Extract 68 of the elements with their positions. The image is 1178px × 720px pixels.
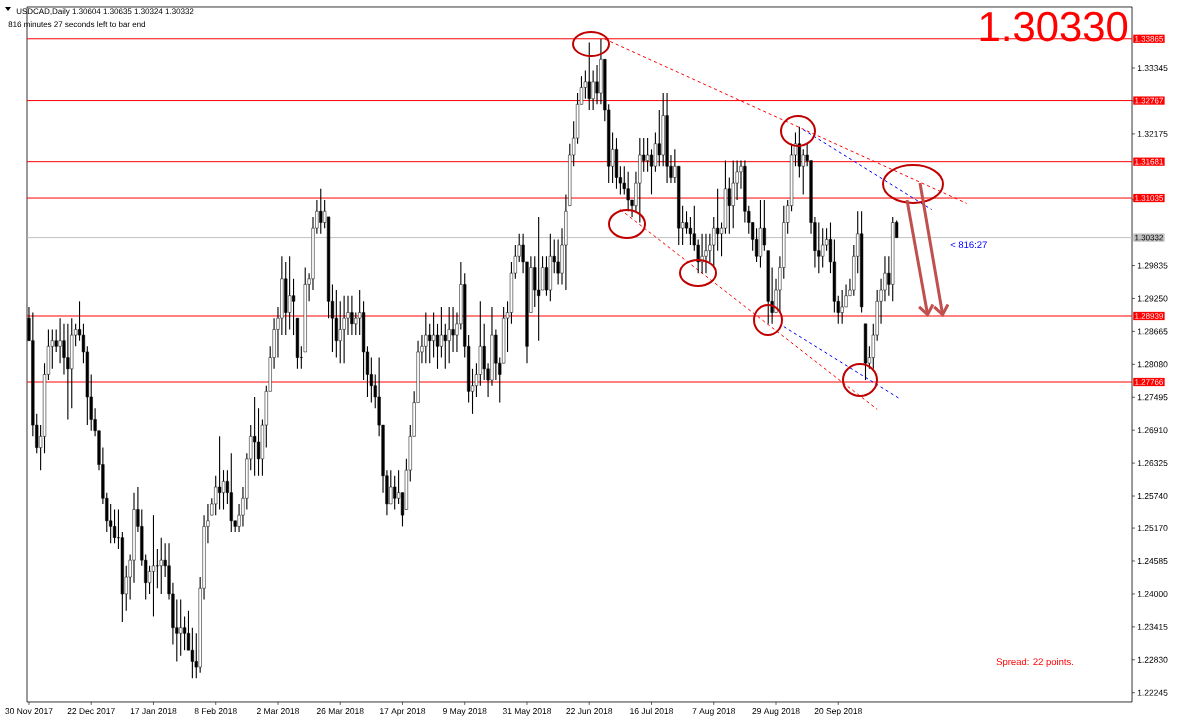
y-tick-label: 1.22830 xyxy=(1137,656,1168,663)
candlestick xyxy=(253,396,257,477)
y-tick-label: 1.28080 xyxy=(1137,361,1168,368)
y-tick-label: 1.29835 xyxy=(1137,262,1168,269)
candlestick xyxy=(155,548,159,589)
candlestick xyxy=(151,514,156,617)
annotation: < 816:27 xyxy=(950,241,987,249)
x-tick-label: 8 Feb 2018 xyxy=(194,707,237,715)
y-tick-label: 1.29250 xyxy=(1137,295,1168,302)
x-tick-label: 2 Mar 2018 xyxy=(256,708,300,715)
y-tick-label: 1.26910 xyxy=(1137,427,1168,434)
y-tick-label: 1.32175 xyxy=(1137,130,1168,137)
candlestick xyxy=(54,328,58,353)
y-tick-label: 1.28665 xyxy=(1137,328,1168,335)
y-tick-label: 1.25740 xyxy=(1137,493,1168,500)
candlestick xyxy=(840,289,844,325)
candlestick xyxy=(428,323,432,364)
candlestick xyxy=(218,435,222,511)
candlestick xyxy=(179,599,183,657)
x-tick-label: 20 Sep 2018 xyxy=(814,708,862,716)
x-tick-label: 22 Jun 2018 xyxy=(566,708,613,715)
candlestick xyxy=(424,312,428,364)
x-tick-label: 16 Jul 2018 xyxy=(630,707,674,715)
candlestick xyxy=(556,238,560,285)
annotation: Spread: 22 points. xyxy=(996,658,1074,667)
candlestick xyxy=(319,188,323,235)
candlestick xyxy=(817,221,821,274)
candlestick xyxy=(657,109,661,167)
x-tick-label: 29 Aug 2018 xyxy=(752,708,800,716)
y-tick-label: 1.24000 xyxy=(1137,590,1168,597)
candlestick xyxy=(338,300,342,364)
y-tick-label: 1.27495 xyxy=(1137,394,1168,401)
candlestick xyxy=(544,255,549,297)
candlestick xyxy=(350,295,354,336)
candlestick xyxy=(58,317,62,364)
candlestick xyxy=(537,216,541,342)
candlestick xyxy=(700,233,704,274)
candlestick xyxy=(443,323,447,370)
x-tick-label: 31 May 2018 xyxy=(502,708,552,716)
x-tick-label: 22 Dec 2017 xyxy=(67,708,115,715)
y-tick-label: 1.25170 xyxy=(1137,525,1168,532)
candlestick xyxy=(432,312,436,359)
candlestick xyxy=(797,126,801,179)
candlestick xyxy=(727,176,731,235)
candlestick xyxy=(716,188,720,252)
x-tick-label: 7 Aug 2018 xyxy=(692,708,736,716)
x-tick-label: 17 Jan 2018 xyxy=(130,708,177,715)
x-tick-label: 30 Nov 2017 xyxy=(5,708,53,715)
candlestick xyxy=(182,615,187,651)
y-tick-label: 1.26325 xyxy=(1137,460,1168,467)
candlestick xyxy=(342,295,346,364)
candlestick xyxy=(646,137,650,173)
candlestick xyxy=(451,306,455,353)
y-tick-label: 1.23415 xyxy=(1137,623,1168,630)
candlestick xyxy=(439,306,443,359)
candlestick xyxy=(821,227,825,269)
annotation: 1.30330 xyxy=(980,11,1128,42)
candlestick xyxy=(66,323,70,421)
y-tick-label: 1.33345 xyxy=(1137,65,1168,72)
x-tick-label: 26 Mar 2018 xyxy=(316,708,364,715)
x-tick-label: 17 Apr 2018 xyxy=(380,708,426,716)
candlestick xyxy=(587,41,591,111)
candlestick xyxy=(190,627,194,679)
x-tick-label: 9 May 2018 xyxy=(443,708,487,716)
y-tick-label: 1.24585 xyxy=(1137,558,1168,565)
candlestick xyxy=(159,537,163,595)
y-tick-label: 1.22245 xyxy=(1137,689,1168,696)
candlestick xyxy=(704,233,708,274)
